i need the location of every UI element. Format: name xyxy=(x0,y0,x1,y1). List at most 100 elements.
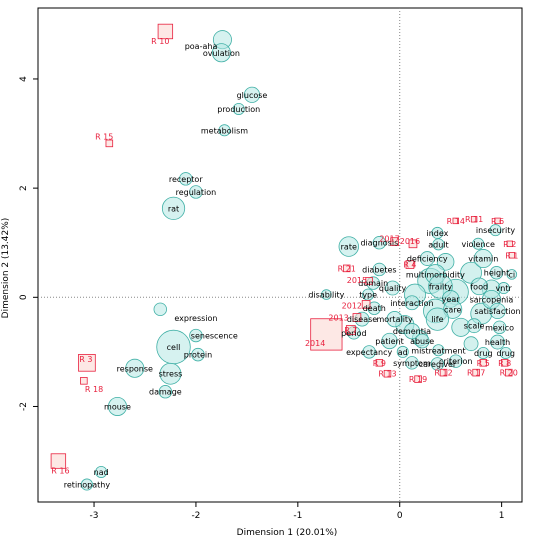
row-label: 2017 xyxy=(379,234,399,243)
word-point xyxy=(492,320,507,335)
y-tick-label: -2 xyxy=(19,402,29,411)
word-label: receptor xyxy=(169,175,203,184)
row-label: R 21 xyxy=(338,264,356,273)
word-point xyxy=(232,102,245,115)
x-tick-label: -3 xyxy=(90,511,99,521)
word-point xyxy=(381,332,398,350)
row-point xyxy=(405,260,415,269)
row-label: R 5 xyxy=(477,359,490,368)
word-point xyxy=(191,347,205,362)
word-point xyxy=(189,328,203,343)
word-label: expectancy xyxy=(346,348,392,357)
cluster-point xyxy=(463,336,479,352)
word-point xyxy=(432,344,445,357)
word-point xyxy=(396,345,409,358)
row-point xyxy=(365,277,373,285)
word-point xyxy=(218,124,231,137)
y-tick-label: 4 xyxy=(19,76,29,82)
row-point xyxy=(470,216,478,223)
word-label: height xyxy=(484,269,510,278)
word-label: drug xyxy=(474,349,493,358)
word-label: interaction xyxy=(390,299,433,308)
word-point xyxy=(95,465,108,478)
word-label: vitamin xyxy=(468,255,498,264)
row-point xyxy=(50,453,67,469)
word-label: criterion xyxy=(439,357,472,366)
word-point xyxy=(80,478,93,491)
word-point xyxy=(489,224,502,237)
row-label: R 13 xyxy=(378,370,396,379)
word-label: insecurity xyxy=(476,226,516,235)
word-label: diagnosis xyxy=(360,239,398,248)
row-point xyxy=(414,375,422,383)
word-point xyxy=(443,299,463,319)
word-label: care xyxy=(444,305,461,314)
word-point xyxy=(489,266,504,280)
word-point xyxy=(405,356,419,370)
x-tick-label: -2 xyxy=(191,511,200,521)
word-point xyxy=(179,172,193,186)
row-label: R 20 xyxy=(500,369,518,378)
word-label: drug xyxy=(496,349,515,358)
word-label: glucose xyxy=(237,91,268,100)
word-point xyxy=(499,346,512,359)
word-point xyxy=(338,236,359,257)
word-point xyxy=(472,237,485,250)
word-label: cell xyxy=(167,343,181,352)
word-point xyxy=(161,196,186,220)
row-point xyxy=(390,237,399,246)
word-label: abuse xyxy=(410,337,434,346)
word-point xyxy=(125,358,145,378)
word-point xyxy=(497,282,510,295)
row-point xyxy=(408,239,418,249)
word-label: caregiver xyxy=(419,360,457,369)
x-axis-label: Dimension 1 (20.01%) xyxy=(237,528,338,538)
word-point xyxy=(477,346,490,359)
word-point xyxy=(466,318,482,334)
word-point xyxy=(153,302,167,317)
word-label: scale xyxy=(464,322,485,331)
row-point xyxy=(452,217,459,225)
word-label: multimorbidity xyxy=(406,270,465,279)
word-point xyxy=(211,43,231,63)
word-label: mistreatment xyxy=(411,346,465,355)
word-label: damage xyxy=(149,388,182,397)
word-point xyxy=(385,280,400,296)
word-point xyxy=(432,238,445,251)
word-point xyxy=(159,362,182,385)
row-label: R 10 xyxy=(151,37,169,46)
word-label: stress xyxy=(159,370,183,379)
word-label: health xyxy=(485,338,510,347)
row-point xyxy=(352,313,362,322)
word-label: poa-aha xyxy=(185,42,218,51)
word-label: diabetes xyxy=(362,265,396,274)
row-point xyxy=(310,318,343,351)
word-label: mouse xyxy=(104,402,131,411)
cluster-point xyxy=(436,253,455,271)
word-label: protein xyxy=(184,351,212,360)
row-label: 2012 xyxy=(342,301,362,310)
word-point xyxy=(473,249,493,269)
word-label: response xyxy=(117,364,153,373)
word-label: period xyxy=(341,329,366,338)
row-point xyxy=(472,368,480,377)
word-point xyxy=(403,323,421,340)
word-label: ovulation xyxy=(203,49,240,58)
word-label: ad xyxy=(398,348,408,357)
word-label: regulation xyxy=(176,188,217,197)
y-axis-label: Dimension 2 (13.42%) xyxy=(1,218,11,319)
row-point xyxy=(439,368,448,377)
word-label: index xyxy=(426,229,448,238)
word-point xyxy=(372,262,387,277)
word-point xyxy=(449,354,463,368)
word-label: production xyxy=(217,105,260,114)
word-label: life xyxy=(431,315,443,324)
row-label: R 17 xyxy=(467,369,485,378)
word-label: retinopathy xyxy=(64,481,111,490)
y-tick-label: 2 xyxy=(19,185,29,191)
word-label: rate xyxy=(341,243,357,252)
word-label: ci xyxy=(508,270,515,279)
word-label: food xyxy=(470,282,488,291)
row-point xyxy=(504,368,513,377)
row-point xyxy=(345,325,356,335)
